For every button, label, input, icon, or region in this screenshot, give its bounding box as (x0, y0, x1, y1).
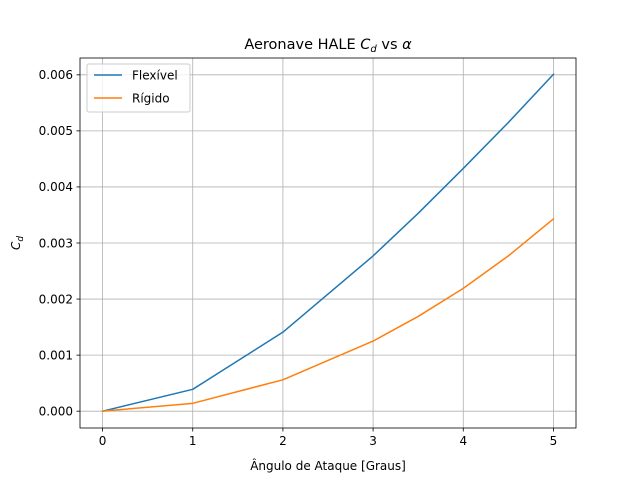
chart-title-alpha: α (402, 37, 412, 53)
series-line-rigido (101, 217, 555, 412)
x-tick-label: 1 (189, 434, 197, 448)
x-axis-ticks: 0 1 2 3 4 5 (99, 428, 558, 448)
y-axis-label-variable: C (9, 241, 23, 250)
x-tick-label: 2 (279, 434, 287, 448)
legend-label-flexivel: Flexível (132, 69, 178, 83)
legend-label-rigido: Rígido (132, 92, 170, 106)
chart-title-prefix: Aeronave HALE (244, 37, 360, 53)
y-axis-ticks: 0.000 0.001 0.002 0.003 0.004 0.005 0.006 (39, 68, 80, 418)
chart-title-suffix: vs (377, 37, 402, 53)
x-tick-label: 3 (369, 434, 377, 448)
grid (80, 58, 576, 428)
series-layer (101, 73, 555, 413)
chart-title: Aeronave HALE Cd vs α (244, 37, 412, 55)
y-axis-label: Cd (9, 236, 26, 250)
y-tick-label: 0.000 (39, 404, 73, 418)
y-tick-label: 0.006 (39, 68, 73, 82)
x-tick-label: 0 (99, 434, 107, 448)
y-tick-label: 0.001 (39, 348, 73, 362)
y-tick-label: 0.005 (39, 124, 73, 138)
chart-title-subscript: d (370, 44, 377, 55)
legend: Flexível Rígido (86, 63, 191, 113)
y-tick-label: 0.004 (39, 180, 73, 194)
series-line-flexivel (101, 73, 555, 413)
legend-box (86, 63, 191, 113)
y-tick-label: 0.002 (39, 292, 73, 306)
x-axis-label: Ângulo de Ataque [Graus] (250, 458, 406, 473)
x-tick-label: 5 (550, 434, 558, 448)
x-tick-label: 4 (459, 434, 467, 448)
y-tick-label: 0.003 (39, 236, 73, 250)
chart-title-variable: C (360, 37, 371, 53)
y-axis-label-subscript: d (16, 236, 26, 242)
